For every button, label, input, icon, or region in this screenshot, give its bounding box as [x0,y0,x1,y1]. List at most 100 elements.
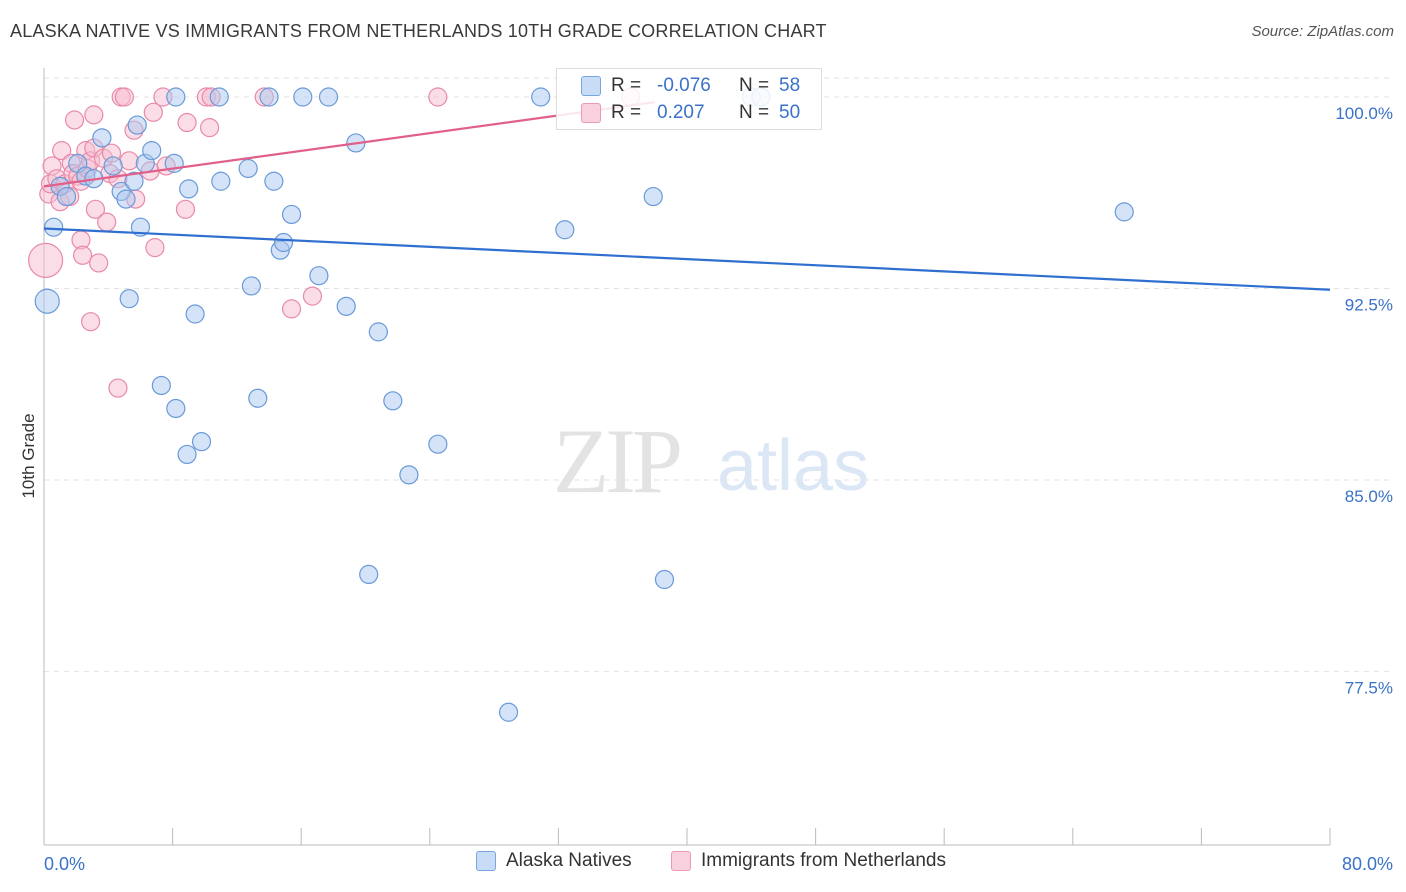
stats-r-value: -0.076 [657,75,711,96]
netherlands-point [72,245,93,265]
legend-item-immigrants-netherlands[interactable]: Immigrants from Netherlands [671,850,946,872]
stats-n-label: N = [739,75,770,96]
alaska-trend-line [43,227,1331,291]
netherlands-point [177,112,197,133]
netherlands-point [97,212,117,232]
watermark-atlas: atlas [717,426,869,506]
alaska-point [127,115,147,135]
netherlands-point [81,312,101,332]
netherlands-point [64,110,85,130]
alaska-point [318,87,339,107]
alaska-point [368,322,388,342]
netherlands-point [85,199,106,219]
netherlands-point [89,253,109,273]
stats-n-value: 58 [779,75,801,96]
alaska-point [383,391,403,411]
axes [43,68,1331,846]
watermark-zip: ZIP [553,410,680,512]
alaska-point [130,217,151,237]
stats-legend: R = -0.076 N = 58 R = 0.207 N = 50 [556,68,822,130]
netherlands-point [281,299,302,319]
tick-labels: 77.5% 85.0% 92.5% 100.0% 0.0% 80.0% [44,104,1393,874]
stats-n-value: 50 [779,102,801,123]
stats-r-label: R = [611,75,642,96]
alaska-point [643,186,663,207]
alaska-point [103,156,123,176]
alaska-point [293,87,313,107]
netherlands-point [84,105,104,125]
stats-r-label: R = [611,102,642,123]
netherlands-point [119,151,139,171]
alaska-point [399,465,419,485]
alaska-point [336,296,356,316]
alaska-point [531,87,551,107]
y-tick-label: 85.0% [1345,487,1393,506]
netherlands-point [143,102,163,122]
alaska-point [166,398,186,419]
alaska-point [177,444,197,465]
stats-r-value: 0.207 [657,102,705,123]
netherlands-trend-line [43,101,656,188]
netherlands-point [199,118,220,138]
alaska-point [654,569,675,590]
alaska-point [248,388,268,408]
chart-title: ALASKA NATIVE VS IMMIGRANTS FROM NETHERL… [10,21,827,41]
alaska-point [179,179,199,199]
alaska-point [116,189,136,209]
netherlands-point [52,141,72,161]
alaska-point [166,87,186,107]
alaska-point [264,171,284,191]
netherlands-point [108,378,128,398]
netherlands-point [114,87,134,107]
alaska-point [34,288,60,314]
alaska-point [185,304,205,324]
trend-lines [43,101,1331,291]
alaska-point [281,204,302,225]
alaska-point [119,289,139,309]
alaska-point [191,432,212,452]
chart-legend: Alaska Natives Immigrants from Netherlan… [0,850,1406,880]
alaska-point [273,232,294,253]
alaska-point [142,141,162,161]
alaska-point [555,220,575,240]
legend-swatch-pink [671,851,691,871]
y-tick-label: 77.5% [1345,678,1393,697]
x-tick-label: 80.0% [1342,854,1393,874]
alaska-point [259,87,279,107]
alaska-point [1114,202,1134,222]
source-credit: Source: ZipAtlas.com [1251,23,1394,40]
legend-item-alaska-natives[interactable]: Alaska Natives [476,850,632,872]
stats-row-netherlands: R = 0.207 N = 50 [557,100,800,126]
stats-row-alaska: R = -0.076 N = 58 [557,73,800,99]
x-tick-label: 0.0% [44,854,85,874]
watermark: ZIP atlas [553,410,869,512]
alaska-point [211,171,231,191]
netherlands-point [175,199,196,219]
y-tick-label: 100.0% [1335,104,1393,123]
legend-label: Immigrants from Netherlands [701,850,946,871]
netherlands-point [145,238,165,258]
alaska-point [498,702,519,722]
alaska-point [309,266,329,286]
y-axis-label: 10th Grade [19,413,38,498]
stats-n-label: N = [739,102,770,123]
alaska-point [428,434,448,454]
netherlands-point [428,87,448,107]
y-tick-label: 92.5% [1345,295,1393,314]
netherlands-point [302,286,323,306]
alaska-point [56,186,77,207]
stats-swatch-pink [581,103,601,123]
stats-swatch-blue [581,76,601,96]
series-alaska-natives-points [34,87,1134,722]
alaska-point [44,217,64,237]
alaska-point [238,158,258,179]
legend-swatch-blue [476,851,496,871]
alaska-point [209,87,229,107]
netherlands-point [28,242,64,278]
alaska-point [124,171,144,191]
alaska-point [241,276,261,296]
alaska-point [151,375,171,396]
alaska-point [359,564,379,585]
legend-label: Alaska Natives [506,850,632,871]
